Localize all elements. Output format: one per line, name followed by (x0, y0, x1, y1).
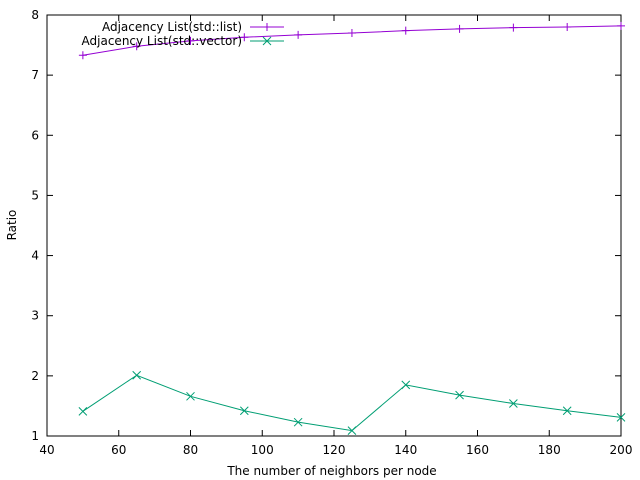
legend-marker (263, 23, 271, 31)
y-tick-label: 1 (31, 429, 39, 443)
axis-tick-labels: 40 60 80 100 120 140 160 180 200 1 2 3 4 5 6 7 8 (31, 8, 632, 457)
data-point (78, 406, 88, 416)
y-tick-label: 7 (31, 68, 39, 82)
x-tick-label: 40 (39, 443, 54, 457)
legend-label: Adjacency List(std::list) (102, 20, 242, 34)
y-axis-label: Ratio (5, 210, 19, 241)
x-tick-label: 120 (323, 443, 346, 457)
data-point (401, 380, 411, 390)
data-point (239, 406, 249, 416)
axis-ticks (46, 14, 622, 437)
legend-marker (262, 36, 272, 46)
data-point (347, 29, 356, 38)
x-tick-label: 140 (394, 443, 417, 457)
x-tick-label: 160 (466, 443, 489, 457)
data-point (455, 24, 464, 33)
y-tick-label: 3 (31, 309, 39, 323)
data-point (509, 23, 518, 32)
legend: Adjacency List(std::list)Adjacency List(… (82, 20, 284, 48)
data-point (132, 370, 142, 380)
data-point (563, 23, 572, 32)
y-tick-label: 2 (31, 369, 39, 383)
series-layer (78, 21, 626, 435)
y-tick-label: 6 (31, 128, 39, 142)
y-tick-label: 5 (31, 188, 39, 202)
data-point (78, 51, 87, 60)
data-point (616, 413, 626, 422)
x-axis-label: The number of neighbors per node (226, 464, 436, 478)
data-point (186, 391, 195, 401)
data-point (562, 406, 572, 416)
y-tick-label: 8 (31, 8, 39, 22)
data-point (293, 417, 303, 427)
data-point (240, 33, 249, 42)
plot-frame (46, 14, 622, 437)
x-tick-label: 180 (538, 443, 561, 457)
data-point (347, 426, 357, 435)
y-tick-label: 4 (31, 249, 39, 263)
data-point (132, 42, 141, 51)
data-point (509, 399, 518, 408)
x-tick-label: 200 (610, 443, 633, 457)
data-point (186, 36, 195, 45)
data-point (401, 26, 410, 35)
x-tick-label: 100 (251, 443, 274, 457)
data-point (294, 30, 303, 39)
x-tick-label: 80 (183, 443, 198, 457)
legend-label: Adjacency List(std::vector) (82, 34, 242, 48)
series-line (82, 374, 622, 432)
data-point (617, 21, 625, 30)
x-tick-label: 60 (111, 443, 126, 457)
data-point (455, 390, 464, 400)
series-2 (78, 370, 626, 435)
series-1 (78, 21, 625, 60)
